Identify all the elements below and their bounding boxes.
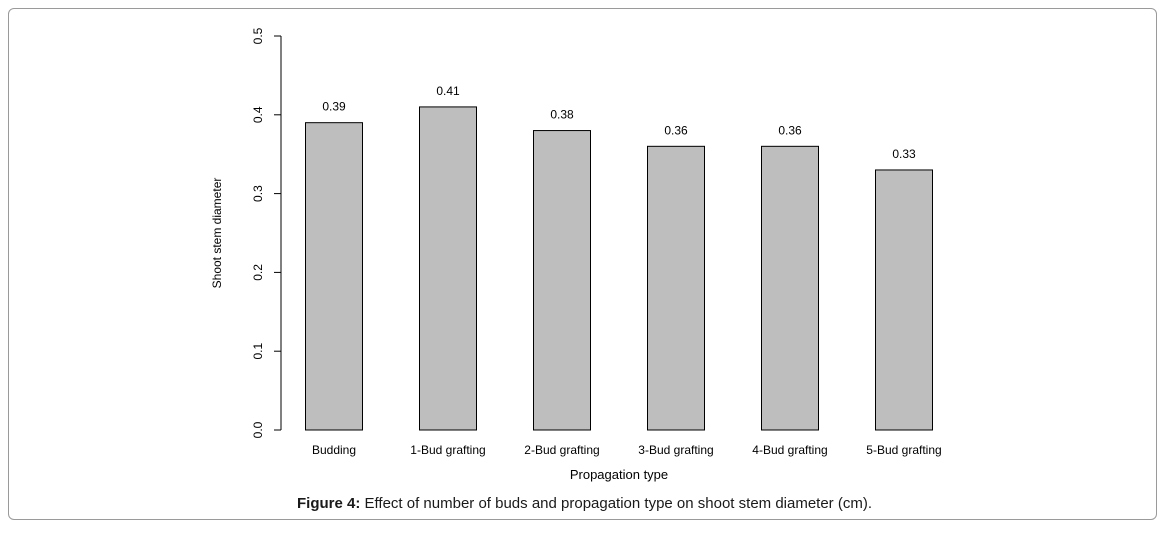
y-axis-title: Shoot stem diameter bbox=[210, 178, 224, 289]
y-tick-label: 0.3 bbox=[251, 185, 265, 202]
x-tick-label: 1-Bud grafting bbox=[410, 443, 485, 457]
bar-value-labels: 0.39 0.41 0.38 0.36 0.36 0.33 bbox=[322, 84, 916, 161]
bar-value-label: 0.36 bbox=[778, 123, 802, 137]
x-tick-label: 2-Bud grafting bbox=[524, 443, 599, 457]
y-tick-label: 0.2 bbox=[251, 264, 265, 281]
caption-text: Effect of number of buds and propagation… bbox=[360, 495, 872, 512]
x-axis-title: Propagation type bbox=[570, 467, 668, 482]
bar-value-label: 0.41 bbox=[436, 84, 460, 98]
x-tick-label: 3-Bud grafting bbox=[638, 443, 713, 457]
caption-lead: Figure 4: bbox=[296, 495, 361, 512]
bar bbox=[875, 169, 933, 431]
x-tick-label: Budding bbox=[312, 443, 356, 457]
bar-chart: 0.00.10.20.30.40.5 0.390.410.380.36 0.360… bbox=[210, 27, 942, 482]
x-tick-label: 4-Bud grafting bbox=[752, 443, 827, 457]
y-tick-label: 0.5 bbox=[251, 27, 265, 44]
bar bbox=[761, 145, 819, 431]
y-axis: 0.0 0.1 0.2 0.3 0.4 0.5 bbox=[251, 27, 282, 438]
bar-value-label: 0.38 bbox=[550, 108, 574, 122]
bar bbox=[533, 130, 591, 431]
x-tick-label: 5-Bud grafting bbox=[866, 443, 941, 457]
bar bbox=[419, 106, 477, 431]
figure-frame bbox=[8, 8, 1157, 520]
bar-value-label: 0.33 bbox=[892, 147, 916, 161]
bar-value-label: 0.36 bbox=[664, 123, 688, 137]
y-tick-label: 0.4 bbox=[251, 106, 265, 123]
bar bbox=[647, 145, 705, 431]
bar bbox=[305, 122, 363, 431]
bars bbox=[305, 106, 933, 431]
bar-value-label: 0.39 bbox=[322, 100, 346, 114]
y-tick-label: 0.0 bbox=[251, 421, 265, 438]
x-tick-labels: Budding 1-Bud grafting 2-Bud grafting 3-Bud… bbox=[312, 443, 942, 457]
figure-caption: Figure 4: Effect of number of buds and p… bbox=[0, 495, 1169, 512]
y-tick-label: 0.1 bbox=[251, 343, 265, 360]
